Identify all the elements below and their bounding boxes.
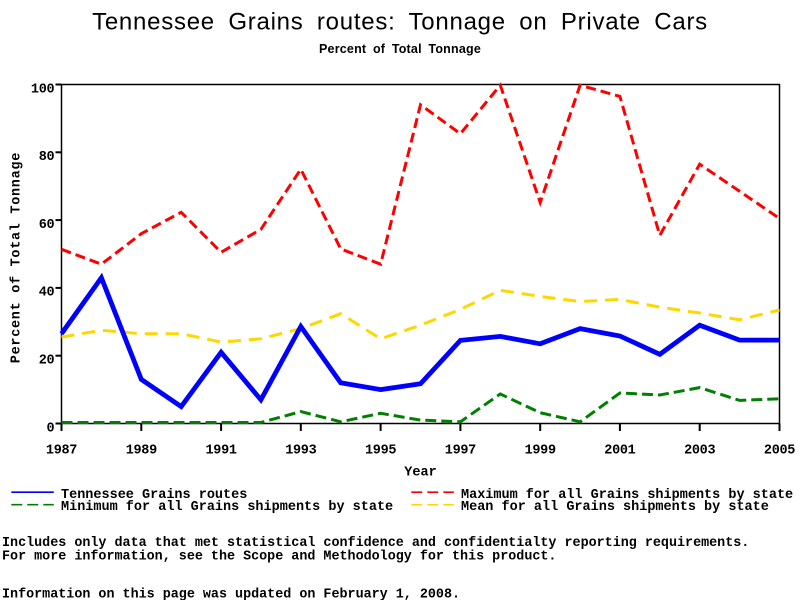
svg-text:Tennessee Grains routes: Tennessee Grains routes <box>61 488 247 503</box>
svg-text:Mean for all Grains shipments: Mean for all Grains shipments by state <box>461 500 769 515</box>
svg-text:100: 100 <box>31 82 55 97</box>
svg-text:2005: 2005 <box>764 443 795 458</box>
svg-text:For more information, see the: For more information, see the Scope and … <box>2 550 556 565</box>
svg-text:1995: 1995 <box>365 443 396 458</box>
svg-text:Percent of Total Tonnage: Percent of Total Tonnage <box>10 152 25 363</box>
svg-text:1987: 1987 <box>46 443 77 458</box>
svg-text:60: 60 <box>39 218 55 233</box>
svg-text:Includes only data that met st: Includes only data that met statistical … <box>2 536 749 551</box>
svg-text:0: 0 <box>46 421 54 436</box>
svg-text:80: 80 <box>39 150 55 165</box>
svg-text:1991: 1991 <box>205 443 236 458</box>
svg-text:20: 20 <box>39 354 55 369</box>
svg-text:2003: 2003 <box>684 443 715 458</box>
svg-text:1989: 1989 <box>126 443 157 458</box>
svg-text:1999: 1999 <box>525 443 556 458</box>
svg-text:Tennessee Grains routes: Tonna: Tennessee Grains routes: Tonnage on Priv… <box>92 9 708 36</box>
svg-text:Percent of Total Tonnage: Percent of Total Tonnage <box>319 42 481 56</box>
svg-text:40: 40 <box>39 286 55 301</box>
svg-text:Information on this page was u: Information on this page was updated on … <box>2 587 460 600</box>
svg-text:2001: 2001 <box>604 443 635 458</box>
svg-text:Maximum for all Grains shipmen: Maximum for all Grains shipments by stat… <box>461 488 793 503</box>
svg-text:Year: Year <box>404 466 436 481</box>
svg-text:1993: 1993 <box>285 443 316 458</box>
svg-text:Minimum for all Grains shipmen: Minimum for all Grains shipments by stat… <box>61 500 393 515</box>
svg-text:1997: 1997 <box>445 443 476 458</box>
